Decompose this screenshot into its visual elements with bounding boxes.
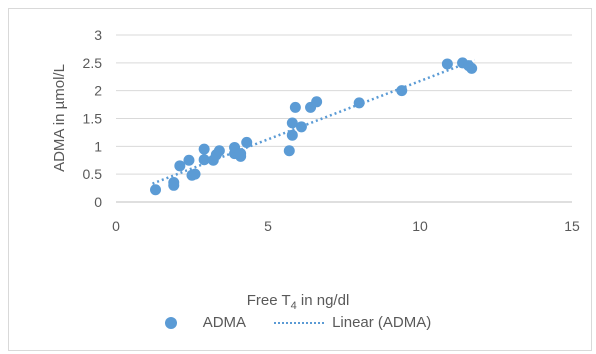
data-point <box>295 121 307 133</box>
chart-frame <box>8 8 592 351</box>
y-tick-label: 1.5 <box>83 111 103 127</box>
y-tick-label: 2 <box>94 83 102 99</box>
data-point <box>174 160 186 172</box>
data-point <box>235 148 247 160</box>
data-point <box>311 96 323 108</box>
y-tick-label: 0 <box>94 194 102 210</box>
legend-item-adma: ADMA <box>164 314 247 331</box>
gridlines <box>116 34 572 203</box>
data-point <box>150 184 162 196</box>
x-tick-labels: 0 5 10 15 <box>112 218 580 234</box>
data-point <box>189 168 201 180</box>
legend-label-linear: Linear (ADMA) <box>332 314 432 331</box>
data-point <box>198 143 210 155</box>
y-tick-labels: 0 0.5 1 1.5 2 2.5 3 <box>83 27 103 210</box>
y-tick-label: 0.5 <box>83 166 103 182</box>
y-tick-label: 3 <box>94 27 102 43</box>
data-point <box>168 177 180 189</box>
legend-item-linear: Linear (ADMA) <box>246 314 431 331</box>
legend-marker-circle <box>164 316 177 329</box>
data-point <box>289 101 301 113</box>
x-tick-label: 10 <box>412 218 428 234</box>
data-point <box>286 117 298 129</box>
legend: ADMA Linear (ADMA) <box>0 314 596 331</box>
data-point <box>283 145 295 157</box>
legend-marker-dotted-line <box>274 321 325 324</box>
data-point <box>241 136 253 148</box>
data-point <box>213 145 225 157</box>
data-point <box>183 154 195 166</box>
legend-label-adma: ADMA <box>202 314 247 331</box>
data-points <box>150 57 478 196</box>
data-point <box>286 129 298 141</box>
y-tick-label: 2.5 <box>83 55 103 71</box>
data-point <box>466 62 478 74</box>
x-axis-title: Free T4 in ng/dl <box>246 292 350 312</box>
data-point <box>441 58 453 70</box>
x-tick-label: 15 <box>564 218 580 234</box>
y-tick-label: 1 <box>94 138 102 154</box>
x-tick-label: 5 <box>264 218 272 234</box>
data-point <box>198 154 210 166</box>
y-axis-title: ADMA in µmol/L <box>51 64 68 172</box>
data-point <box>353 97 365 109</box>
trendline-linear-adma <box>152 58 476 185</box>
x-tick-label: 0 <box>112 218 120 234</box>
data-point <box>396 85 408 97</box>
